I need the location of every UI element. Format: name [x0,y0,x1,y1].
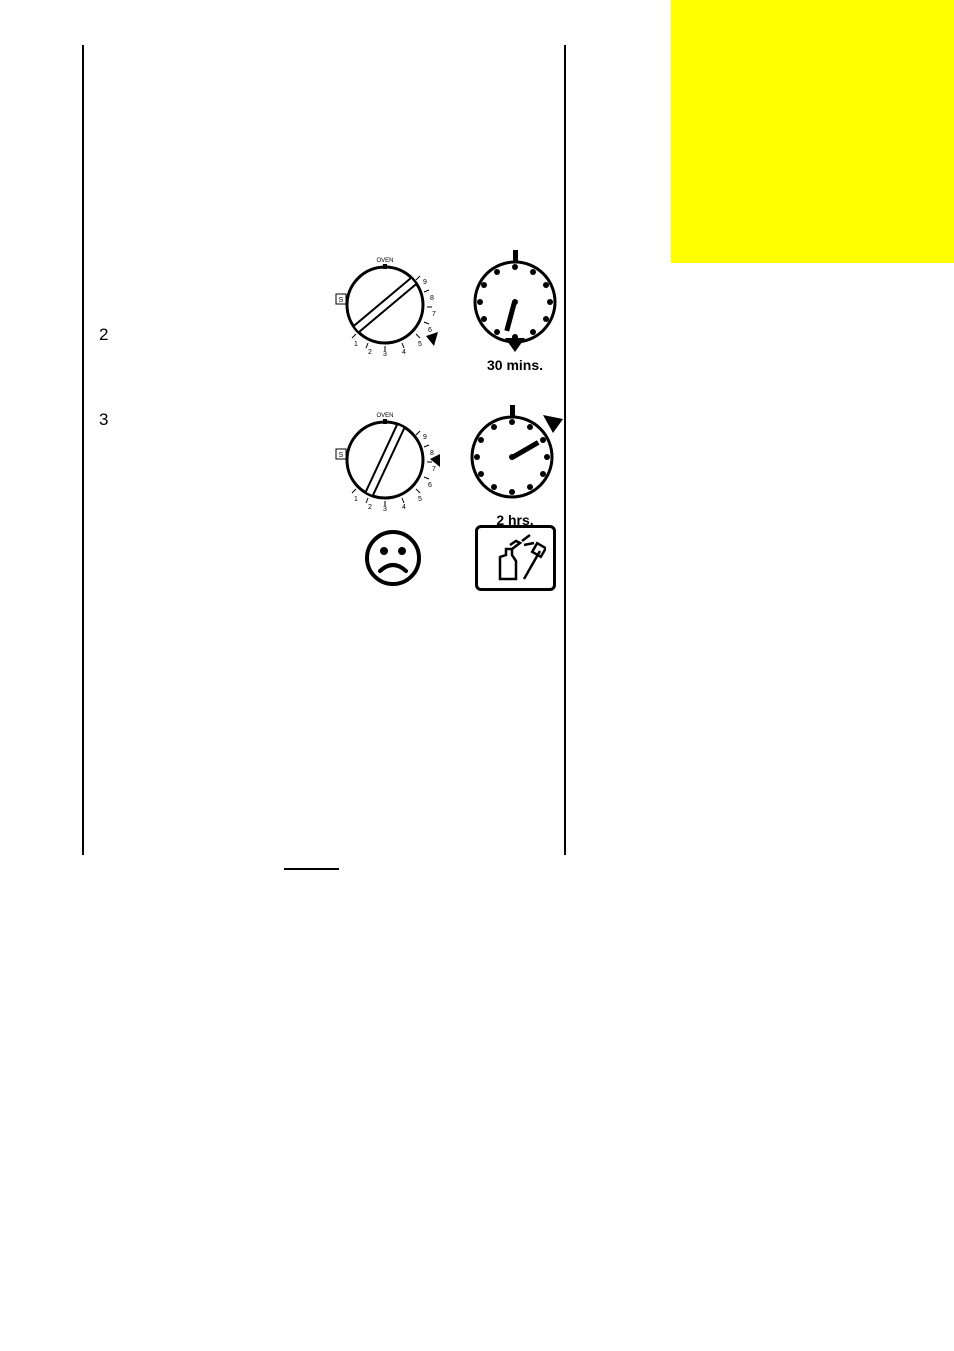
svg-text:2: 2 [368,504,372,511]
clock-30min: 30 mins. [465,250,565,373]
diagram-row-1: OVEN S 9 8 7 6 5 4 3 2 1 [335,250,565,373]
spray-bottle-icon [475,525,556,591]
svg-text:4: 4 [402,349,406,356]
column-divider-left [82,45,84,855]
oven-label-1: OVEN [376,258,393,264]
svg-text:6: 6 [428,482,432,489]
oven-dial-2: OVEN S 9 8 7 6 5 4 3 2 1 [335,405,435,515]
svg-text:9: 9 [423,434,427,441]
svg-text:3: 3 [383,506,387,513]
svg-text:OVEN: OVEN [376,413,393,419]
svg-text:1: 1 [354,341,358,348]
step-number-3: 3 [99,410,108,430]
svg-text:S: S [339,452,344,459]
svg-text:9: 9 [423,279,427,286]
sad-face-icon [355,528,430,588]
accent-block [671,0,954,263]
icon-row [355,525,556,591]
svg-text:1: 1 [354,496,358,503]
svg-text:4: 4 [402,504,406,511]
oven-dial-1: OVEN S 9 8 7 6 5 4 3 2 1 [335,250,435,360]
underline [284,868,339,870]
step-number-2: 2 [99,325,108,345]
diagram-row-2: OVEN S 9 8 7 6 5 4 3 2 1 [335,405,565,528]
svg-text:2: 2 [368,349,372,356]
svg-text:5: 5 [418,341,422,348]
svg-text:3: 3 [383,351,387,358]
svg-text:6: 6 [428,327,432,334]
svg-text:7: 7 [432,311,436,318]
svg-text:8: 8 [430,295,434,302]
svg-text:7: 7 [432,466,436,473]
clock-caption-30min: 30 mins. [487,357,543,373]
clock-2hrs: 2 hrs. [465,405,565,528]
svg-text:8: 8 [430,450,434,457]
svg-text:S: S [339,297,344,304]
svg-text:5: 5 [418,496,422,503]
